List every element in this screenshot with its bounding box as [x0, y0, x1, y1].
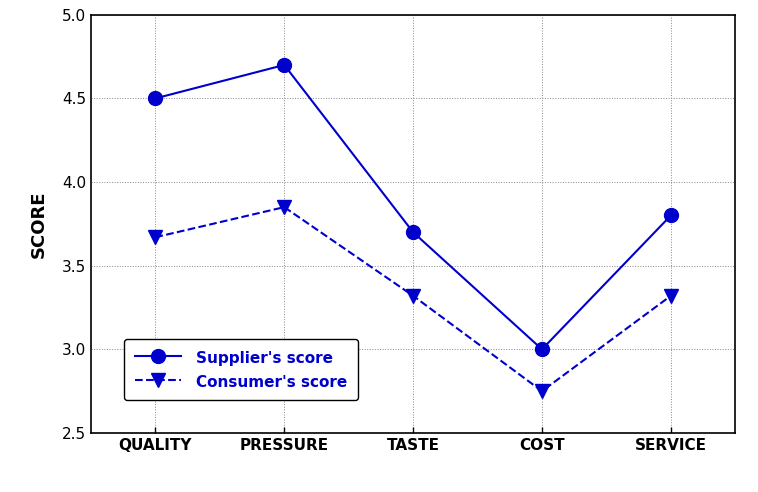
Supplier's score [537, 346, 547, 352]
Consumer's score [537, 388, 547, 394]
Supplier's score [280, 62, 289, 68]
Y-axis label: SCORE: SCORE [30, 190, 48, 258]
Line: Consumer's score: Consumer's score [149, 200, 678, 398]
Consumer's score [280, 204, 289, 210]
Line: Supplier's score: Supplier's score [149, 58, 678, 356]
Consumer's score [666, 293, 675, 299]
Consumer's score [151, 234, 160, 240]
Consumer's score [409, 293, 418, 299]
Legend: Supplier's score, Consumer's score: Supplier's score, Consumer's score [124, 339, 358, 400]
Supplier's score [666, 213, 675, 218]
Supplier's score [409, 229, 418, 235]
Supplier's score [151, 95, 160, 101]
